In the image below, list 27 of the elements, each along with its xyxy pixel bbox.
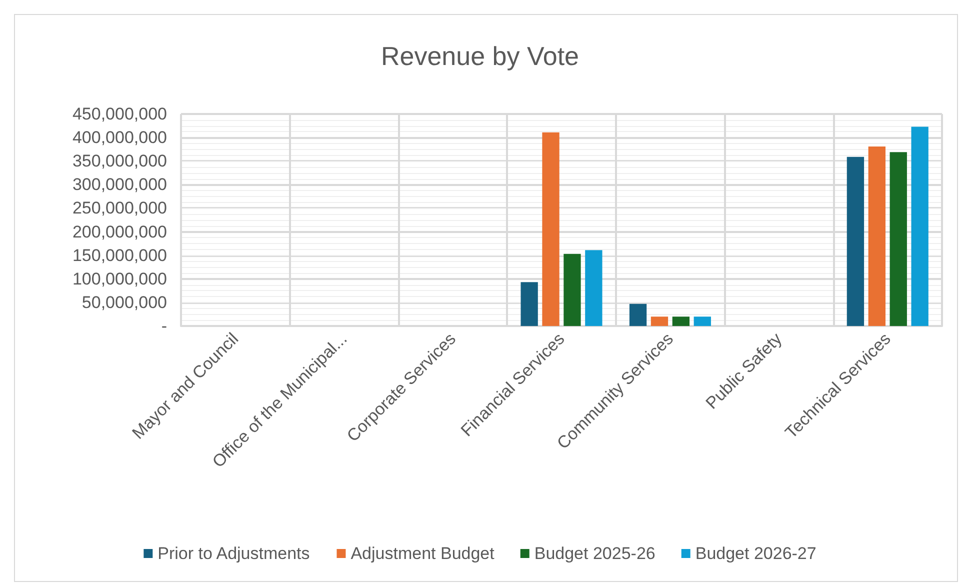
legend-label: Prior to Adjustments [158,544,310,563]
y-tick-label: 250,000,000 [72,198,167,218]
y-tick-label: 100,000,000 [72,269,167,288]
bar [564,254,581,326]
y-tick-label: 350,000,000 [72,152,167,171]
bar [911,126,928,326]
legend-label: Budget 2025-26 [534,544,656,563]
y-tick-label: 400,000,000 [72,128,167,148]
bar [520,282,538,326]
chart-title: Revenue by Vote [380,41,580,71]
y-tick-label: 200,000,000 [72,222,167,242]
y-tick-label: 300,000,000 [72,175,167,194]
bar [868,146,886,326]
bar [585,250,602,326]
y-tick-label: 50,000,000 [82,292,167,312]
bar [629,304,647,326]
bar [846,156,864,326]
y-tick-label: - [161,316,167,336]
bar [694,316,711,326]
legend-label: Budget 2026-27 [695,544,816,563]
bar [890,152,907,326]
bar [650,316,668,326]
bar [672,316,690,326]
y-tick-label: 150,000,000 [72,246,167,265]
y-tick-label: 450,000,000 [72,104,167,124]
legend-label: Adjustment Budget [350,544,495,563]
bar [542,132,560,326]
